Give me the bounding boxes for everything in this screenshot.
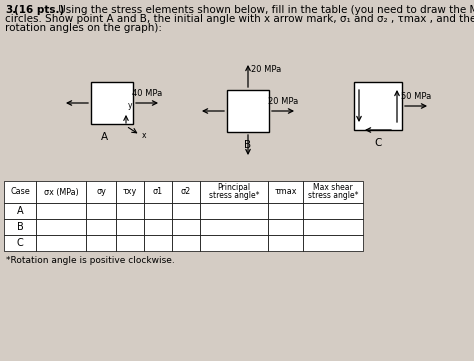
- Bar: [200, 181, 268, 203]
- Bar: [36, 181, 86, 203]
- Text: τxy: τxy: [123, 187, 137, 196]
- Bar: [116, 235, 144, 251]
- Bar: [354, 82, 402, 130]
- Text: σy: σy: [96, 187, 106, 196]
- Bar: [303, 235, 363, 251]
- Text: σ1: σ1: [153, 187, 163, 196]
- Bar: [172, 219, 200, 235]
- Text: C: C: [374, 138, 382, 148]
- Bar: [200, 203, 268, 219]
- Bar: [36, 219, 86, 235]
- Bar: [200, 235, 268, 251]
- Text: τmax: τmax: [274, 187, 297, 196]
- Text: rotation angles on the graph):: rotation angles on the graph):: [5, 23, 162, 33]
- Bar: [4, 181, 36, 203]
- Bar: [144, 203, 172, 219]
- Bar: [172, 203, 200, 219]
- Bar: [303, 181, 363, 203]
- Bar: [86, 219, 116, 235]
- Bar: [36, 235, 86, 251]
- Bar: [86, 203, 116, 219]
- Bar: [86, 181, 116, 203]
- Bar: [268, 181, 303, 203]
- Bar: [303, 203, 363, 219]
- Text: 40 MPa: 40 MPa: [132, 89, 162, 98]
- Text: y: y: [128, 101, 133, 110]
- Text: σx (MPa): σx (MPa): [44, 187, 78, 196]
- Bar: [4, 219, 36, 235]
- Bar: [4, 203, 36, 219]
- Bar: [268, 203, 303, 219]
- Text: circles. Show point A and B, the initial angle with x arrow mark, σ₁ and σ₂ , τm: circles. Show point A and B, the initial…: [5, 14, 474, 24]
- Text: 3.: 3.: [5, 5, 16, 15]
- Text: B: B: [245, 140, 252, 150]
- Text: Max shear: Max shear: [313, 183, 353, 192]
- Text: σ2: σ2: [181, 187, 191, 196]
- Bar: [144, 181, 172, 203]
- Bar: [303, 219, 363, 235]
- Bar: [86, 235, 116, 251]
- Text: B: B: [17, 222, 23, 232]
- Bar: [91, 82, 133, 124]
- Text: 20 MPa: 20 MPa: [268, 97, 298, 106]
- Bar: [36, 203, 86, 219]
- Text: Case: Case: [10, 187, 30, 196]
- Bar: [4, 235, 36, 251]
- Bar: [172, 235, 200, 251]
- Text: x: x: [142, 130, 146, 139]
- Text: Principal: Principal: [218, 183, 251, 192]
- Text: C: C: [17, 238, 23, 248]
- Bar: [268, 235, 303, 251]
- Text: A: A: [100, 132, 108, 142]
- Text: *Rotation angle is positive clockwise.: *Rotation angle is positive clockwise.: [6, 256, 175, 265]
- Bar: [200, 219, 268, 235]
- Bar: [268, 219, 303, 235]
- Bar: [144, 219, 172, 235]
- Text: stress angle*: stress angle*: [308, 191, 358, 200]
- Bar: [144, 235, 172, 251]
- Text: A: A: [17, 206, 23, 216]
- Bar: [116, 181, 144, 203]
- Text: (16 pts.): (16 pts.): [14, 5, 64, 15]
- Text: 50 MPa: 50 MPa: [401, 92, 431, 101]
- Bar: [227, 90, 269, 132]
- Bar: [116, 203, 144, 219]
- Text: 20 MPa: 20 MPa: [251, 65, 281, 74]
- Bar: [172, 181, 200, 203]
- Bar: [116, 219, 144, 235]
- Text: stress angle*: stress angle*: [209, 191, 259, 200]
- Text: Using the stress elements shown below, fill in the table (you need to draw the M: Using the stress elements shown below, f…: [55, 5, 474, 15]
